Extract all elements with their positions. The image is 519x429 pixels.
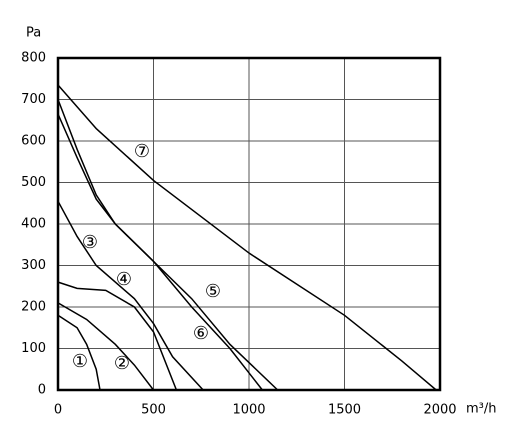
curve-label: ② (114, 353, 130, 374)
y-tick-label: 600 (21, 134, 46, 149)
y-tick-label: 200 (21, 300, 46, 315)
y-axis-label: Pa (26, 26, 41, 41)
y-tick-label: 700 (21, 92, 46, 107)
y-tick-label: 500 (21, 175, 46, 190)
curve-label: ⑥ (193, 323, 209, 344)
y-tick-label: 300 (21, 258, 46, 273)
x-tick-label: 0 (54, 403, 62, 418)
curve-label: ④ (116, 269, 132, 290)
curve (57, 84, 437, 391)
curve (57, 281, 178, 391)
plot-frame (56, 56, 442, 392)
y-tick-label: 400 (21, 217, 46, 232)
x-tick-label: 2000 (423, 403, 456, 418)
x-tick-label: 500 (141, 403, 166, 418)
y-tick-label: 100 (21, 341, 46, 356)
curve-label: ① (72, 351, 88, 372)
curve-label: ⑦ (134, 141, 150, 162)
curve-label: ⑤ (205, 281, 221, 302)
curve (57, 113, 263, 391)
y-tick-label: 800 (21, 51, 46, 66)
x-tick-label: 1500 (328, 403, 361, 418)
curve (57, 314, 101, 391)
curve-label: ③ (82, 232, 98, 253)
curve (57, 302, 155, 391)
x-tick-label: 1000 (232, 403, 265, 418)
curve (57, 200, 204, 391)
y-tick-label: 0 (38, 383, 46, 398)
x-axis-label: m³/h (466, 402, 497, 417)
